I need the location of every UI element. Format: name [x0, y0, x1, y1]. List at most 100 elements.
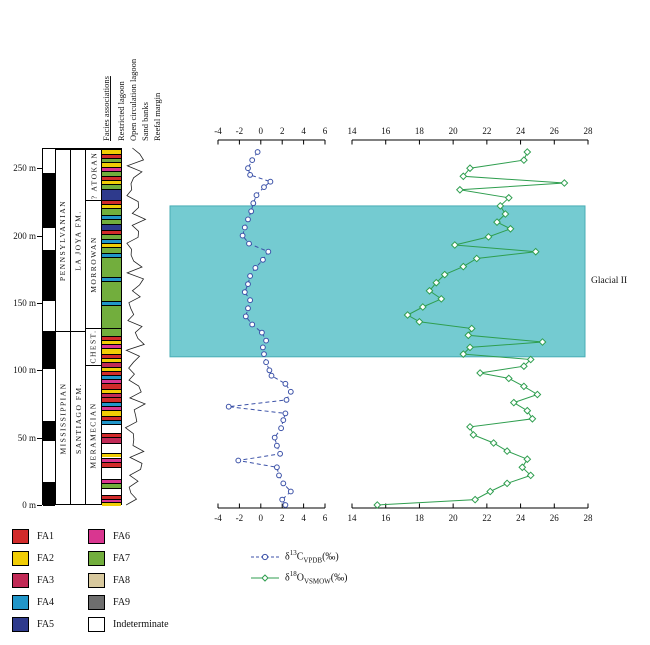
strat-segment: [102, 371, 121, 376]
data-point-diamond: [472, 254, 481, 263]
data-point-diamond: [523, 148, 532, 156]
strat-segment: [102, 247, 121, 253]
axis-tick-label: 24: [516, 513, 526, 523]
label-part: (‰): [330, 572, 348, 584]
data-point-diamond: [469, 430, 478, 439]
axis-tick-label: 20: [449, 513, 459, 523]
strat-segment: [102, 488, 121, 496]
strat-segment: [102, 224, 121, 230]
data-point-circle: [252, 265, 259, 271]
axis-tick-label: 28: [584, 126, 594, 136]
strat-segment: [102, 453, 121, 458]
strat-segment: [43, 173, 55, 229]
data-point-circle: [235, 457, 242, 464]
data-point-diamond: [526, 355, 535, 364]
depth-label: 50 m: [17, 432, 36, 443]
depth-tick: [37, 437, 42, 439]
data-point-circle: [282, 380, 289, 387]
data-point-circle: [268, 372, 275, 379]
data-point-diamond: [503, 447, 512, 456]
data-point-circle: [278, 425, 285, 432]
data-point-diamond: [501, 210, 510, 218]
fa-swatch: [12, 572, 29, 588]
data-point-diamond: [538, 338, 547, 346]
strat-segment: [102, 479, 121, 484]
axis-tick-label: -2: [236, 126, 244, 136]
strat-segment: [102, 396, 121, 403]
data-point-circle: [287, 388, 294, 395]
data-point-diamond: [466, 343, 474, 352]
strat-segment: [102, 166, 121, 171]
axis-tick-label: 18: [415, 513, 425, 523]
data-point-circle: [277, 450, 284, 457]
strat-segment: [102, 437, 121, 443]
data-point-diamond: [450, 241, 459, 249]
data-point-diamond: [496, 201, 505, 210]
data-point-diamond: [519, 362, 528, 371]
fa-legend-label: FA2: [37, 552, 55, 564]
strat-segment: [102, 379, 121, 384]
data-point-diamond: [464, 331, 473, 340]
strat-segment: MORROWAN: [86, 200, 101, 328]
strat-segment: [102, 328, 121, 337]
strat-segment: [102, 419, 121, 424]
data-point-diamond: [373, 501, 382, 509]
depth-tick: [37, 168, 42, 170]
facies-column: [101, 148, 122, 506]
data-point-diamond: [466, 422, 474, 431]
fa-legend-label: FA8: [113, 574, 131, 586]
data-point-circle: [261, 351, 267, 358]
depth-label: 250 m: [13, 163, 36, 174]
strat-segment: LA JOYA FM.: [71, 149, 85, 331]
data-point-circle: [283, 397, 290, 403]
strat-segment: [102, 200, 121, 205]
strat-segment: [102, 361, 121, 368]
strat-segment: [102, 466, 121, 480]
data-point-circle: [225, 403, 232, 410]
fa-legend-item: FA8: [88, 571, 130, 589]
data-point-diamond: [519, 382, 528, 391]
data-point-diamond: [509, 398, 518, 407]
strat-segment: [102, 208, 121, 215]
strat-segment: [102, 402, 121, 407]
strat-segment: [102, 305, 121, 329]
strat-segment: [102, 501, 121, 506]
data-point-diamond: [476, 369, 485, 377]
data-point-circle: [245, 165, 251, 172]
strat-segment: [102, 336, 121, 341]
data-point-circle: [274, 464, 280, 471]
depth-tick: [37, 370, 42, 372]
data-point-circle: [279, 496, 286, 503]
data-point-circle: [249, 321, 256, 328]
depth-label: 0 m: [22, 500, 36, 510]
data-point-diamond: [459, 172, 468, 181]
strat-segment: [102, 383, 121, 389]
data-point-circle: [263, 359, 270, 366]
data-point-diamond: [523, 406, 532, 415]
data-point-circle: [254, 149, 261, 155]
fa-legend-item: FA4: [12, 593, 54, 611]
fa-swatch: [88, 528, 105, 544]
strat-segment: [43, 250, 55, 302]
series-legend: δ13CVPDB(‰) δ18OVSMOW(‰): [250, 549, 347, 592]
strat-segment: [102, 375, 121, 380]
strat-segment: [102, 483, 121, 489]
strat-segment: [102, 495, 121, 500]
data-point-circle: [266, 367, 273, 374]
strat-segment: [102, 415, 121, 420]
data-point-circle: [249, 157, 256, 164]
strat-segment: [43, 330, 55, 369]
c13-series-marker-icon: [251, 553, 279, 560]
strat-segment: [102, 229, 121, 234]
axis-tick-label: 18: [415, 126, 425, 136]
fa-legend-item: FA1: [12, 527, 54, 545]
axis-tick-label: 4: [301, 513, 306, 523]
fa-legend-item: FA2: [12, 549, 54, 567]
strat-segment: [102, 219, 121, 225]
strat-segment: [102, 301, 121, 306]
fa-legend-item: FA5: [12, 615, 54, 633]
fa-swatch: [12, 594, 29, 610]
strat-segment: [102, 170, 121, 176]
data-point-circle: [241, 289, 248, 296]
data-point-circle: [260, 256, 266, 263]
